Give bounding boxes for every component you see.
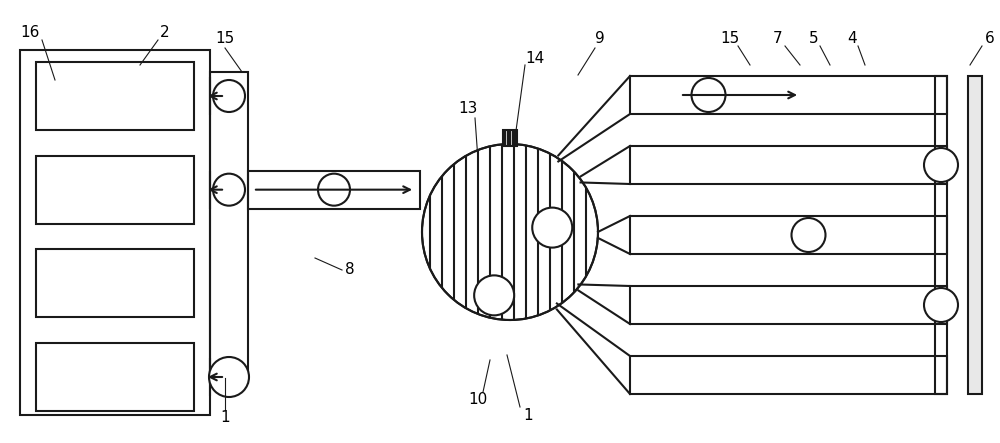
Bar [503, 130, 517, 146]
Circle shape [924, 148, 958, 182]
Text: 15: 15 [720, 31, 740, 46]
Bar [248, 171, 420, 209]
Bar [36, 62, 194, 130]
Text: 2: 2 [160, 24, 170, 39]
Text: 9: 9 [595, 31, 605, 46]
Bar [630, 76, 947, 114]
Text: 15: 15 [215, 31, 235, 46]
Bar [630, 356, 947, 394]
Bar [210, 72, 248, 383]
Text: 13: 13 [458, 101, 478, 116]
Bar [36, 155, 194, 224]
Circle shape [792, 218, 826, 252]
Bar [968, 76, 982, 394]
Bar [630, 286, 947, 324]
Text: 16: 16 [20, 24, 40, 39]
Text: 14: 14 [525, 51, 545, 66]
Bar [36, 343, 194, 411]
Circle shape [318, 174, 350, 206]
Circle shape [924, 288, 958, 322]
Circle shape [209, 357, 249, 397]
Text: 1: 1 [220, 411, 230, 425]
Text: 7: 7 [773, 31, 783, 46]
Circle shape [422, 144, 598, 320]
Bar [630, 216, 947, 254]
Text: 1: 1 [523, 408, 533, 423]
Bar [935, 76, 947, 394]
Circle shape [532, 208, 572, 248]
Circle shape [474, 276, 514, 315]
Text: 6: 6 [985, 31, 995, 46]
Bar [630, 146, 947, 184]
Text: 5: 5 [809, 31, 819, 46]
Bar [20, 50, 210, 415]
Text: 8: 8 [345, 263, 355, 277]
Bar [36, 249, 194, 317]
Text: 10: 10 [468, 392, 488, 408]
Circle shape [213, 174, 245, 206]
Circle shape [213, 80, 245, 112]
Circle shape [692, 78, 726, 112]
Text: 4: 4 [847, 31, 857, 46]
